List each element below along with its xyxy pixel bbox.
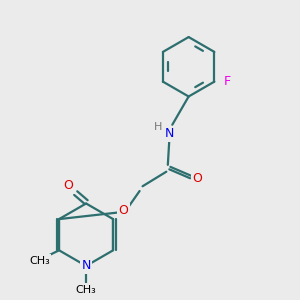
Text: H: H	[154, 122, 162, 132]
Text: O: O	[63, 179, 73, 192]
Text: O: O	[193, 172, 202, 185]
Text: F: F	[223, 75, 230, 88]
Text: N: N	[165, 127, 174, 140]
Text: N: N	[81, 260, 91, 272]
Text: CH₃: CH₃	[76, 285, 97, 295]
Text: CH₃: CH₃	[29, 256, 50, 266]
Text: O: O	[118, 204, 128, 218]
